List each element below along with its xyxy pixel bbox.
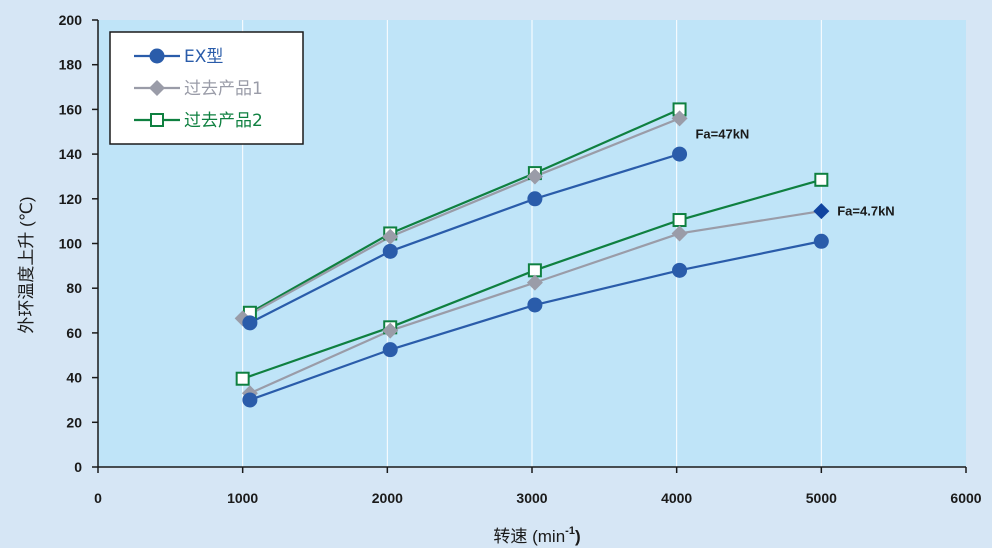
y-tick-label: 140 (59, 146, 83, 162)
x-tick-label: 2000 (372, 490, 403, 506)
legend-label: 过去产品1 (184, 79, 263, 99)
data-point-circle (527, 297, 543, 313)
data-point-diamond (526, 168, 543, 185)
legend-marker-diamond (149, 80, 165, 96)
data-point-square (527, 263, 542, 278)
y-tick-label: 160 (59, 101, 83, 117)
x-tick-label: 1000 (227, 490, 258, 506)
data-point-diamond (813, 203, 830, 220)
legend-item: 过去产品2 (134, 111, 263, 131)
x-axis-label-main: 转速 (min (493, 527, 565, 546)
x-tick-label: 5000 (806, 490, 837, 506)
series (234, 102, 830, 408)
data-point-circle (527, 191, 543, 207)
y-tick-label: 200 (59, 12, 83, 28)
y-tick-label: 80 (66, 280, 82, 296)
y-tick-label: 0 (74, 459, 82, 475)
legend-item: 过去产品1 (134, 79, 263, 99)
x-tick-label: 6000 (950, 490, 981, 506)
series-line-diamond (242, 117, 680, 320)
x-axis-label-close: ) (575, 527, 581, 546)
y-tick-label: 60 (66, 325, 82, 341)
y-tick-label: 100 (59, 236, 83, 252)
legend-label: EX型 (184, 47, 223, 67)
data-point-diamond (526, 274, 543, 291)
x-tick-label: 3000 (516, 490, 547, 506)
data-point-square (672, 213, 687, 228)
data-point-square (814, 172, 829, 187)
x-tick-label: 0 (94, 490, 102, 506)
y-tick-label: 120 (59, 191, 83, 207)
data-point-circle (813, 233, 829, 249)
data-point-circle (382, 243, 398, 259)
series-line-square (249, 108, 681, 314)
data-point-circle (672, 146, 688, 162)
data-point-square (235, 371, 250, 386)
legend-label: 过去产品2 (184, 111, 263, 131)
series-group-2 (235, 172, 830, 408)
legend-item: EX型 (134, 47, 223, 67)
y-axis-label: 外环温度上升 (℃) (17, 196, 36, 333)
y-tick-label: 40 (66, 370, 82, 386)
data-point-circle (242, 392, 258, 408)
y-tick-label: 180 (59, 57, 83, 73)
series-group-1 (234, 102, 688, 331)
data-point-diamond (382, 322, 399, 339)
legend-marker-circle (149, 48, 165, 64)
legend-marker-square (150, 113, 164, 127)
x-tick-label: 4000 (661, 490, 692, 506)
data-point-diamond (671, 225, 688, 242)
annotation-fa-47kn: Fa=47kN (695, 126, 749, 141)
annotations: Fa=47kN Fa=4.7kN (695, 126, 894, 218)
data-point-circle (382, 342, 398, 358)
x-axis-label-superscript: -1 (565, 525, 575, 537)
x-axis-label: 转速 (min-1) (493, 525, 580, 546)
data-point-circle (242, 315, 258, 331)
annotation-fa-4-7kn: Fa=4.7kN (837, 204, 894, 219)
series-line-circle (249, 153, 680, 324)
data-point-circle (672, 262, 688, 278)
data-point-diamond (671, 110, 688, 127)
data-point-diamond (382, 228, 399, 245)
y-tick-label: 20 (66, 414, 82, 430)
